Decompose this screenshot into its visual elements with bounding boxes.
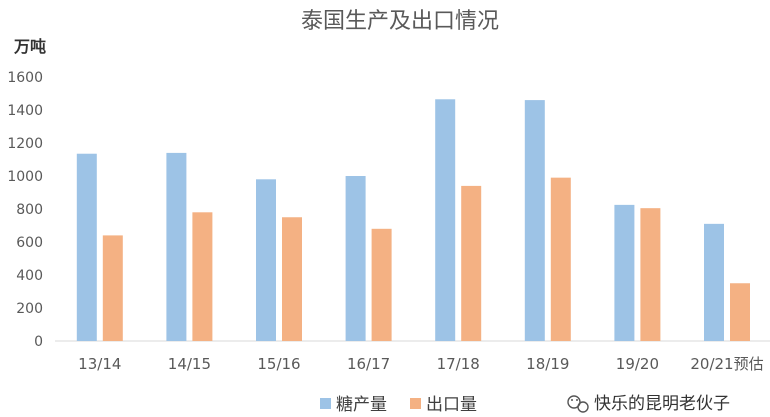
legend-label: 出口量 (426, 395, 477, 415)
y-tick-label: 0 (34, 334, 43, 350)
wechat-icon (567, 395, 589, 413)
bar-export (550, 177, 571, 341)
bar-export (282, 217, 302, 341)
y-tick-label: 800 (16, 202, 43, 218)
y-tick-label: 400 (16, 268, 43, 284)
x-tick-label: 14/15 (168, 355, 211, 373)
x-tick-label: 13/14 (78, 355, 121, 373)
bar-production (435, 99, 456, 342)
y-axis-ticks: 0 200 400 600 800 1000 1200 1400 1600 (7, 70, 43, 350)
y-tick-label: 200 (16, 301, 43, 317)
legend-swatch (320, 398, 331, 409)
x-tick-label: 19/20 (616, 355, 659, 373)
bar-production (704, 223, 724, 341)
x-axis-ticks: 13/14 14/15 15/16 16/17 17/18 18/19 19/20 20/21… (78, 355, 763, 373)
y-tick-label: 1400 (7, 103, 43, 119)
x-tick-label: 20/21预估 (690, 355, 763, 373)
bar-production (524, 100, 545, 341)
x-tick-label: 17/18 (437, 355, 480, 373)
watermark-text: 快乐的昆明老伙子 (594, 394, 730, 414)
y-tick-label: 1600 (7, 70, 43, 86)
bar-export (371, 228, 392, 341)
legend-swatch (410, 398, 421, 409)
y-tick-label: 600 (16, 235, 43, 251)
bar-production (76, 153, 97, 341)
legend: 糖产量 出口量 (320, 395, 477, 415)
legend-label: 糖产量 (336, 395, 387, 415)
bar-production (614, 204, 635, 341)
bar-export (640, 208, 661, 341)
bar-production (166, 152, 187, 341)
x-tick-label: 18/19 (526, 355, 569, 373)
y-axis-unit: 万吨 (13, 37, 46, 56)
chart-title: 泰国生产及出口情况 (301, 9, 499, 34)
bar-production (256, 179, 276, 341)
bars (76, 99, 750, 342)
y-tick-label: 1200 (7, 136, 43, 152)
bar-export (102, 235, 123, 341)
y-tick-label: 1000 (7, 169, 43, 185)
x-tick-label: 15/16 (257, 355, 300, 373)
watermark: 快乐的昆明老伙子 (567, 394, 730, 414)
bar-export (461, 185, 482, 341)
bar-export (730, 283, 750, 341)
bar-export (192, 212, 213, 341)
x-tick-label: 16/17 (347, 355, 390, 373)
bar-production (345, 176, 366, 341)
